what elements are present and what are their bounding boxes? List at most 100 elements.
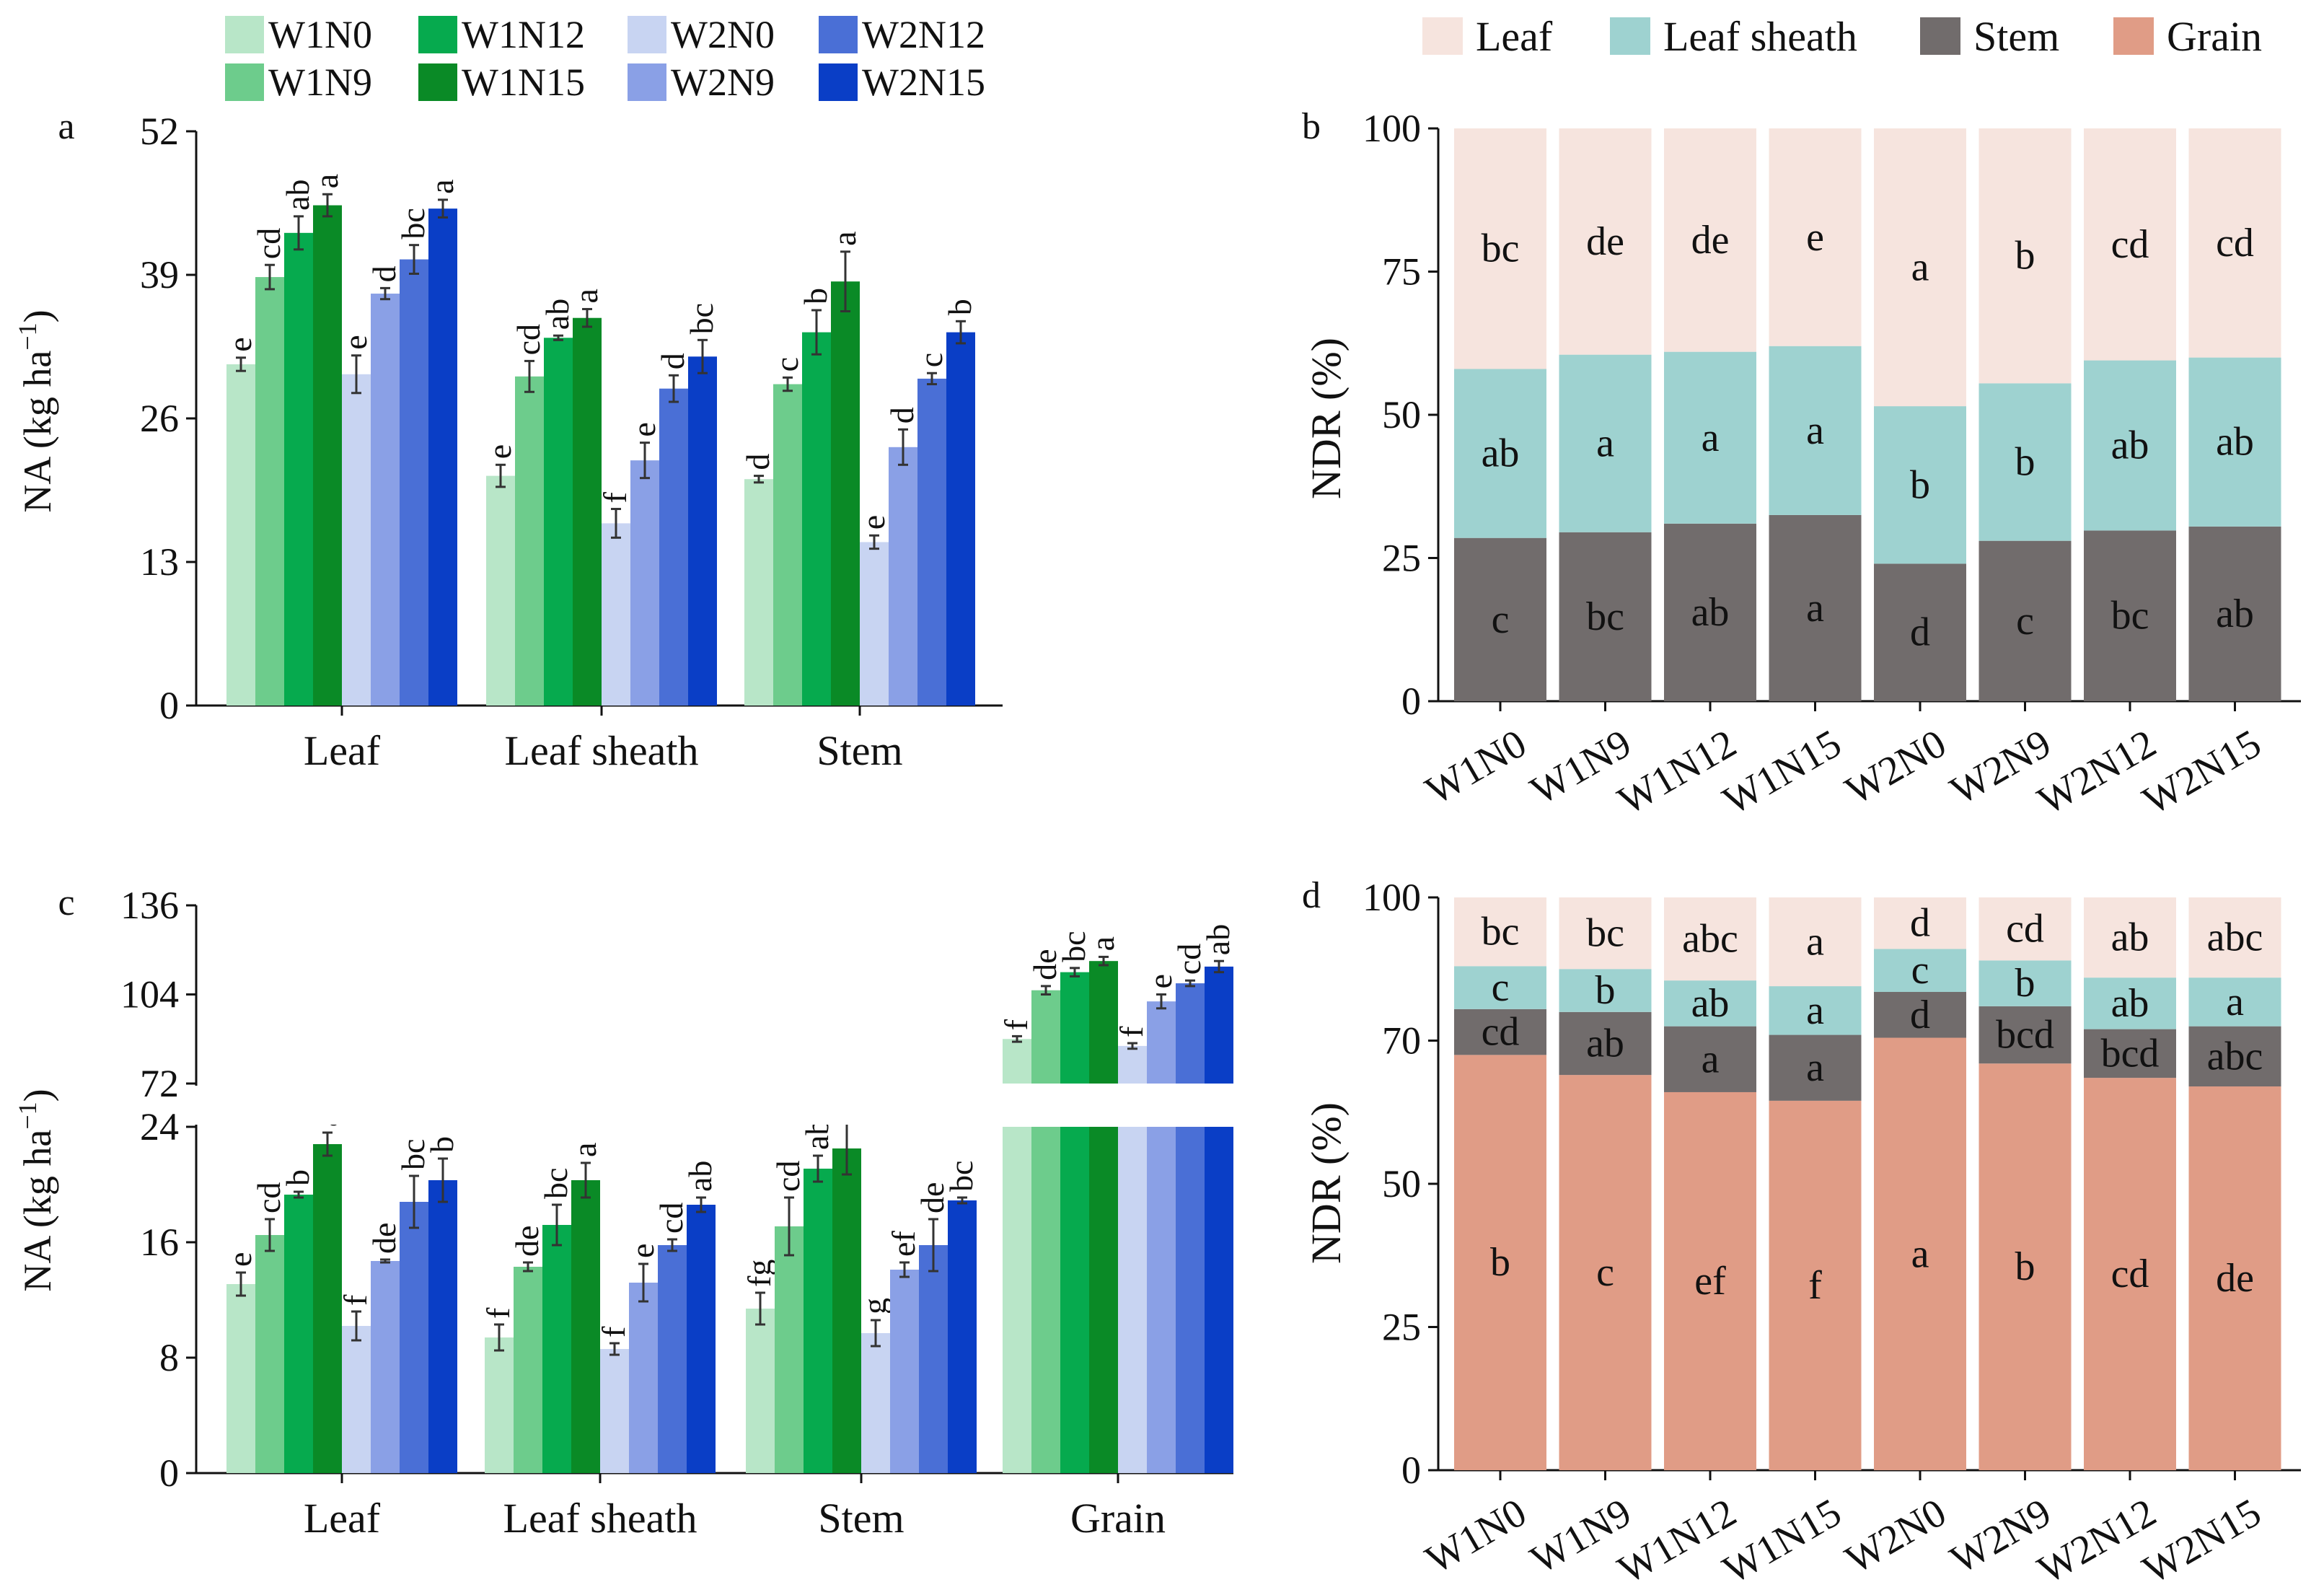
significance-letter: f [998, 1019, 1034, 1030]
legend-swatch-w1n12 [418, 16, 457, 53]
bar-stem-w2n0 [861, 1333, 890, 1473]
significance-letter: de [366, 1223, 402, 1254]
significance-letter: d [1910, 993, 1930, 1037]
significance-letter: e [221, 1252, 258, 1267]
stack-grain-w1n9 [1559, 1075, 1652, 1470]
significance-letter: bc [1586, 911, 1624, 956]
legend-swatch-w2n0 [628, 16, 666, 53]
legend-swatch-w2n9 [628, 63, 666, 101]
significance-letter: a [1806, 988, 1824, 1033]
bar-stem-w2n15 [948, 1200, 977, 1473]
x-tick-label: Leaf [304, 727, 381, 774]
significance-letter: f [480, 1307, 516, 1319]
significance-letter: a [1702, 1037, 1720, 1081]
significance-letter: f [1808, 1263, 1822, 1308]
bar-leaf-w2n12 [400, 259, 428, 706]
bar-leaf-sheath-w1n0 [485, 1337, 514, 1473]
significance-letter: c [1596, 1250, 1614, 1295]
significance-letter: a [1911, 1231, 1929, 1276]
significance-letter: ab [2216, 420, 2254, 465]
bar-stem-w1n9 [775, 1226, 804, 1473]
bar-stem-w1n9 [773, 384, 802, 706]
bar-leaf-w1n9 [255, 1235, 284, 1473]
legend-label-w1n0: W1N0 [268, 13, 372, 56]
significance-letter: d [1910, 610, 1930, 655]
significance-letter: de [914, 1182, 951, 1213]
legend-swatch-w1n15 [418, 63, 457, 101]
legend-swatch-w2n12 [819, 16, 858, 53]
stack-stem-w1n9 [1559, 532, 1652, 701]
significance-letter: e [221, 337, 258, 351]
significance-letter: d [739, 454, 776, 470]
stack-leaf-w2n15 [2188, 128, 2281, 358]
significance-letter: b [2015, 440, 2035, 485]
stack-stem-w2n15 [2188, 1026, 2281, 1087]
stack-leaf-w1n12 [1664, 897, 1756, 981]
bar-stem-w1n15 [831, 281, 860, 706]
stack-leaf-sheath-w2n9 [1979, 383, 2072, 541]
significance-letter: de [509, 1226, 545, 1257]
stack-leaf-w2n12 [2084, 128, 2176, 361]
significance-letter: bc [1482, 910, 1520, 954]
bar-grain-w1n12 [1060, 972, 1089, 1084]
stack-stem-w1n15 [1769, 514, 1862, 701]
stack-leaf-w2n15 [2188, 897, 2281, 978]
significance-letter: a [1806, 920, 1824, 965]
x-tick-label: W2N0 [1838, 721, 1953, 814]
stack-leaf-sheath-w2n15 [2188, 977, 2281, 1027]
y-tick-label: 25 [1382, 1306, 1421, 1349]
legend-label-w1n15: W1N15 [462, 61, 585, 104]
x-tick-label: Grain [1070, 1495, 1166, 1542]
significance-letter: c [912, 353, 949, 367]
significance-letter: a [308, 174, 345, 188]
y-tick-label: 70 [1382, 1019, 1421, 1063]
significance-letter: b [2015, 961, 2035, 1006]
bar-leaf-sheath-w1n15 [573, 317, 602, 706]
x-tick-label: W2N15 [2135, 721, 2268, 824]
stack-leaf-w1n9 [1559, 897, 1652, 970]
bar-leaf-sheath-w1n9 [514, 1267, 542, 1473]
y-tick-label: 26 [140, 397, 179, 440]
bar-grain-w1n12-lower [1060, 1127, 1089, 1473]
significance-letter: e [1806, 215, 1824, 260]
x-tick-label: W2N12 [2030, 1490, 2164, 1593]
significance-letter: ab [1691, 590, 1730, 635]
significance-letter: f [595, 1326, 632, 1337]
panel-c-chart: cNA (kg ha−1)08162472104136ecdbafdebcbLe… [13, 882, 1237, 1542]
y-axis-label-c: NA (kg ha−1) [13, 1089, 59, 1291]
stack-leaf-w2n9 [1979, 897, 2072, 961]
y-tick-label: 104 [120, 973, 179, 1016]
bar-leaf-w2n0 [342, 1326, 371, 1473]
legend-label-w2n0: W2N0 [671, 13, 775, 56]
significance-letter: b [279, 1169, 316, 1186]
bar-leaf-w1n9 [255, 277, 284, 706]
legend-swatch-stem [1920, 17, 1960, 55]
stack-stem-w2n15 [2188, 526, 2281, 701]
bar-leaf-sheath-w1n12 [544, 338, 573, 706]
bar-stem-w1n0 [746, 1309, 775, 1473]
significance-letter: a [1596, 421, 1614, 466]
stack-stem-w2n12 [2084, 1029, 2176, 1078]
significance-letter: e [481, 444, 518, 459]
stack-leaf-w2n12 [2084, 897, 2176, 978]
significance-letter: e [1142, 974, 1179, 988]
significance-letter: a [568, 289, 604, 303]
stack-leaf-sheath-w2n0 [1874, 949, 1966, 993]
bar-leaf-sheath-w2n12 [658, 1245, 687, 1473]
stack-leaf-sheath-w2n9 [1979, 960, 2072, 1006]
bar-grain-w2n12-lower [1176, 1127, 1205, 1473]
x-tick-label: W1N0 [1418, 1490, 1533, 1583]
bar-grain-w2n9-lower [1147, 1127, 1176, 1473]
bar-leaf-w1n0 [226, 1284, 255, 1473]
stack-leaf-w1n0 [1454, 897, 1546, 967]
significance-letter: d [884, 407, 920, 423]
stack-stem-w2n0 [1874, 563, 1966, 701]
significance-letter: ab [682, 1161, 718, 1192]
x-tick-label: W1N12 [1611, 721, 1744, 824]
stack-stem-w1n12 [1664, 1026, 1756, 1092]
axis-break-gap [184, 1086, 1237, 1125]
y-tick-label: 100 [1363, 876, 1421, 919]
bar-grain-w2n0-lower [1118, 1127, 1147, 1473]
significance-letter: de [1026, 949, 1063, 980]
significance-letter: b [2015, 234, 2035, 278]
